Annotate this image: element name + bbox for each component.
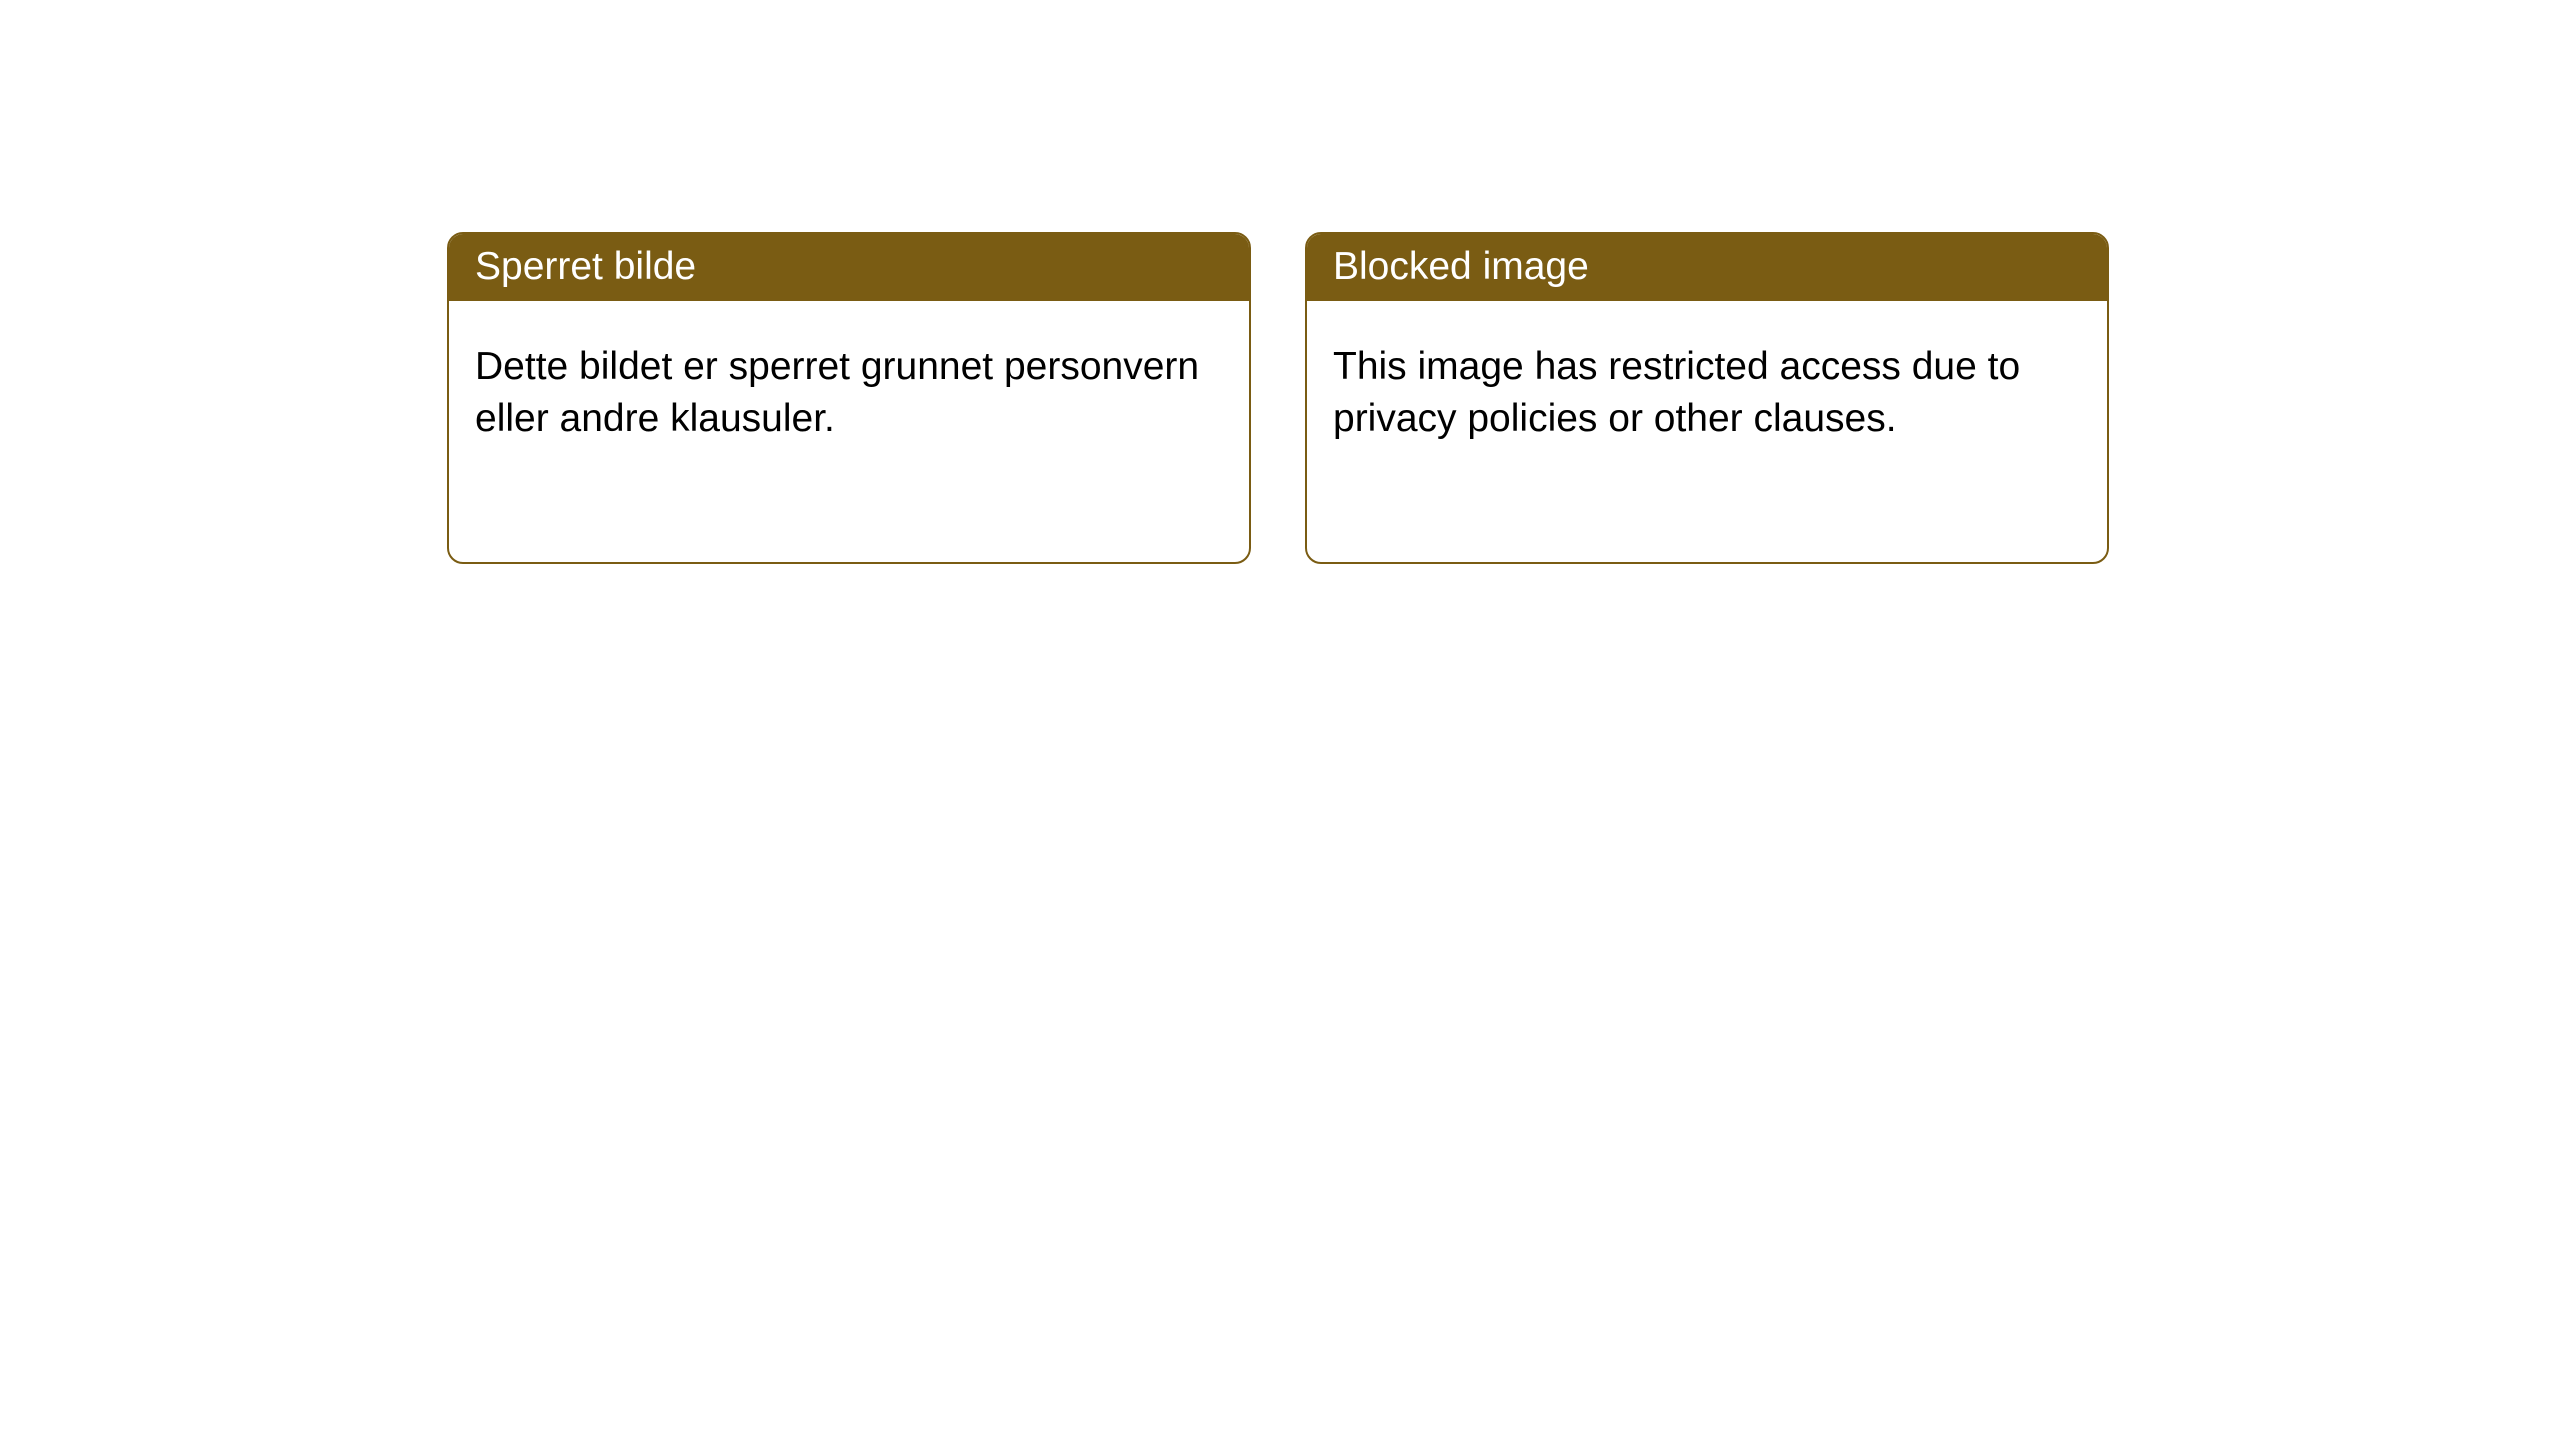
- notice-container: Sperret bilde Dette bildet er sperret gr…: [0, 0, 2560, 564]
- notice-title-english: Blocked image: [1333, 245, 1589, 288]
- notice-card-norwegian: Sperret bilde Dette bildet er sperret gr…: [447, 232, 1251, 564]
- notice-text-norwegian: Dette bildet er sperret grunnet personve…: [475, 345, 1199, 441]
- notice-header-english: Blocked image: [1307, 234, 2107, 301]
- notice-body-norwegian: Dette bildet er sperret grunnet personve…: [449, 301, 1249, 486]
- notice-body-english: This image has restricted access due to …: [1307, 301, 2107, 486]
- notice-card-english: Blocked image This image has restricted …: [1305, 232, 2109, 564]
- notice-title-norwegian: Sperret bilde: [475, 245, 696, 288]
- notice-text-english: This image has restricted access due to …: [1333, 345, 2020, 441]
- notice-header-norwegian: Sperret bilde: [449, 234, 1249, 301]
